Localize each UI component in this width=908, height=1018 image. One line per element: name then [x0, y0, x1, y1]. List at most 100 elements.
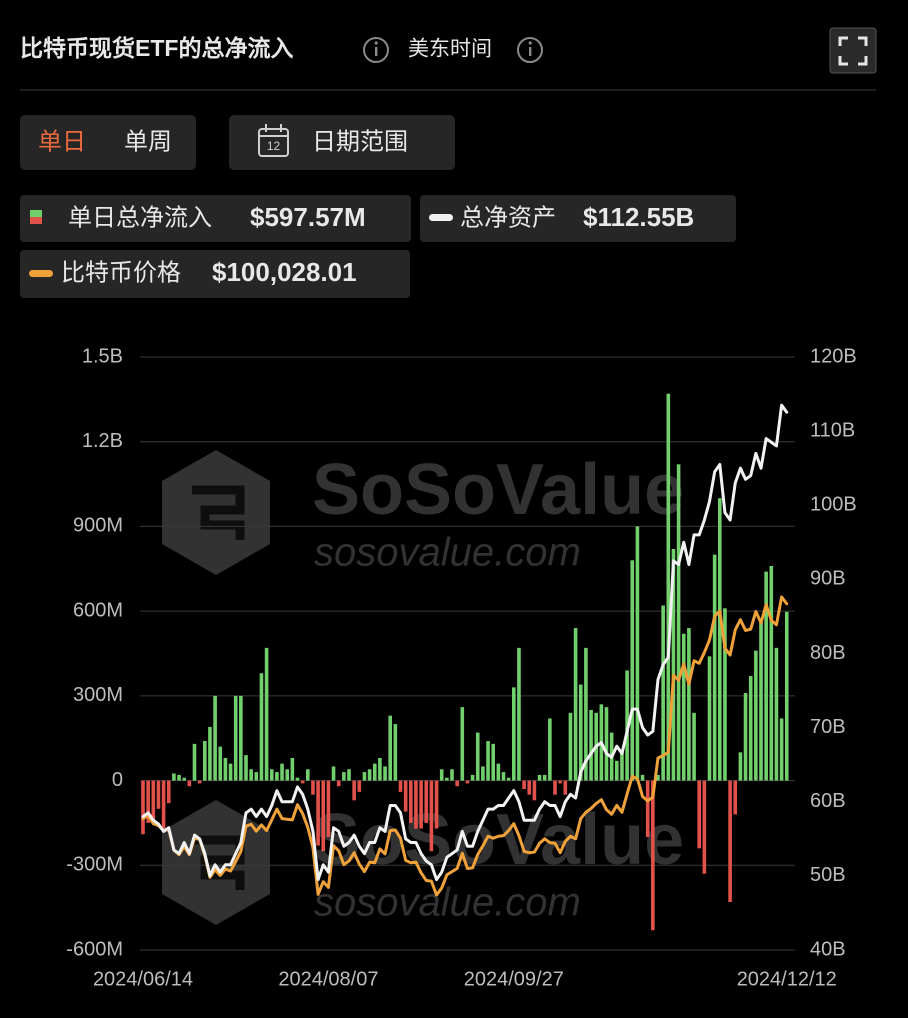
y2-tick-label: 80B: [810, 642, 846, 664]
bar: [197, 780, 202, 784]
bar: [522, 780, 526, 790]
bar: [656, 774, 660, 781]
bar: [233, 695, 238, 781]
bar: [661, 605, 665, 781]
bar: [748, 676, 753, 781]
legend-item[interactable]: 单日总净流入 $597.57M: [20, 195, 411, 242]
fullscreen-button[interactable]: [829, 27, 877, 74]
bar: [697, 780, 701, 849]
line: [141, 595, 789, 897]
tab-group: [20, 115, 196, 170]
bar: [537, 774, 542, 781]
y-tick-label: 1.2B: [82, 430, 123, 452]
bar: [728, 780, 732, 902]
bar: [723, 608, 727, 781]
legend-item[interactable]: 比特币价格 $100,028.01: [20, 250, 410, 298]
bar: [424, 780, 429, 823]
tab[interactable]: 单周: [124, 128, 172, 155]
bar: [671, 549, 676, 781]
bar: [419, 780, 423, 829]
bar: [450, 769, 454, 781]
bar: [589, 709, 593, 781]
bar: [372, 763, 377, 781]
bar: [439, 769, 444, 781]
bar: [779, 718, 784, 781]
date-range-label: 日期范围: [312, 128, 408, 155]
bar: [321, 780, 326, 852]
bar: [445, 777, 449, 781]
y2-tick-label: 90B: [810, 568, 846, 590]
plot: -600M -300M 0 300M 600M 900M 1.2B 1.5B 40B 50B 60B…: [66, 345, 856, 990]
bar: [754, 650, 758, 781]
info-icon[interactable]: [517, 37, 543, 63]
bar: [223, 757, 228, 781]
bar: [558, 780, 562, 784]
bar: [393, 724, 398, 781]
timezone: 美东时间: [408, 38, 492, 61]
bar: [398, 780, 403, 792]
legend-label: 总净资产: [460, 204, 556, 231]
bar: [460, 707, 465, 781]
bar: [640, 774, 645, 781]
x-tick-label: 2024/09/27: [464, 968, 564, 990]
y-tick-label: 1.5B: [82, 345, 123, 367]
bar: [573, 628, 578, 781]
bar: [244, 755, 248, 781]
bar: [743, 693, 748, 781]
bar: [692, 712, 696, 781]
bar: [604, 707, 609, 781]
bar: [239, 695, 243, 781]
x-tick-label: 2024/12/12: [737, 968, 837, 990]
legend-item[interactable]: 总净资产 $112.55B: [420, 195, 736, 242]
legend-value: $100,028.01: [212, 257, 357, 287]
bar: [429, 780, 434, 852]
bar: [362, 772, 367, 781]
bar: [733, 780, 738, 815]
bar: [681, 633, 686, 781]
bar: [434, 780, 439, 829]
bar: [501, 772, 506, 781]
bar: [738, 752, 743, 781]
y-tick-label: 900M: [73, 515, 123, 537]
y-tick-label: 300M: [73, 684, 123, 706]
bar: [311, 780, 315, 795]
bar: [208, 726, 212, 781]
bar: [290, 757, 295, 781]
legend-label: 单日总净流入: [68, 204, 212, 231]
y2-tick-label: 70B: [810, 716, 846, 738]
tab-active[interactable]: 单日: [38, 128, 86, 155]
bar: [388, 715, 392, 781]
y-tick-label: -300M: [66, 854, 123, 876]
bar: [542, 774, 547, 781]
watermark-site: sosovalue.com: [314, 531, 581, 575]
bar: [630, 560, 635, 781]
bar: [151, 780, 156, 821]
date-range-button[interactable]: 12 日期范围: [229, 115, 455, 170]
bar: [784, 611, 789, 781]
bar: [192, 743, 197, 781]
bar: [264, 647, 269, 781]
bar: [187, 780, 192, 787]
bar: [306, 769, 310, 781]
bar: [563, 780, 568, 795]
y-tick-label: 600M: [73, 599, 123, 621]
y2-tick-label: 110B: [810, 419, 855, 441]
bar: [475, 732, 480, 781]
bar: [228, 763, 233, 781]
info-icon[interactable]: [363, 37, 389, 63]
bar: [615, 760, 619, 781]
bar: [280, 763, 284, 781]
legend-value: $112.55B: [583, 202, 694, 232]
bar: [378, 757, 382, 781]
bar: [259, 673, 264, 781]
legend-value: $597.57M: [250, 202, 366, 232]
bar: [300, 780, 305, 784]
bar: [357, 780, 362, 792]
bar: [481, 766, 485, 781]
bar: [156, 780, 161, 809]
y2-tick-label: 100B: [810, 494, 857, 516]
bar: [455, 780, 459, 787]
bar: [470, 774, 475, 781]
bar: [578, 684, 583, 781]
